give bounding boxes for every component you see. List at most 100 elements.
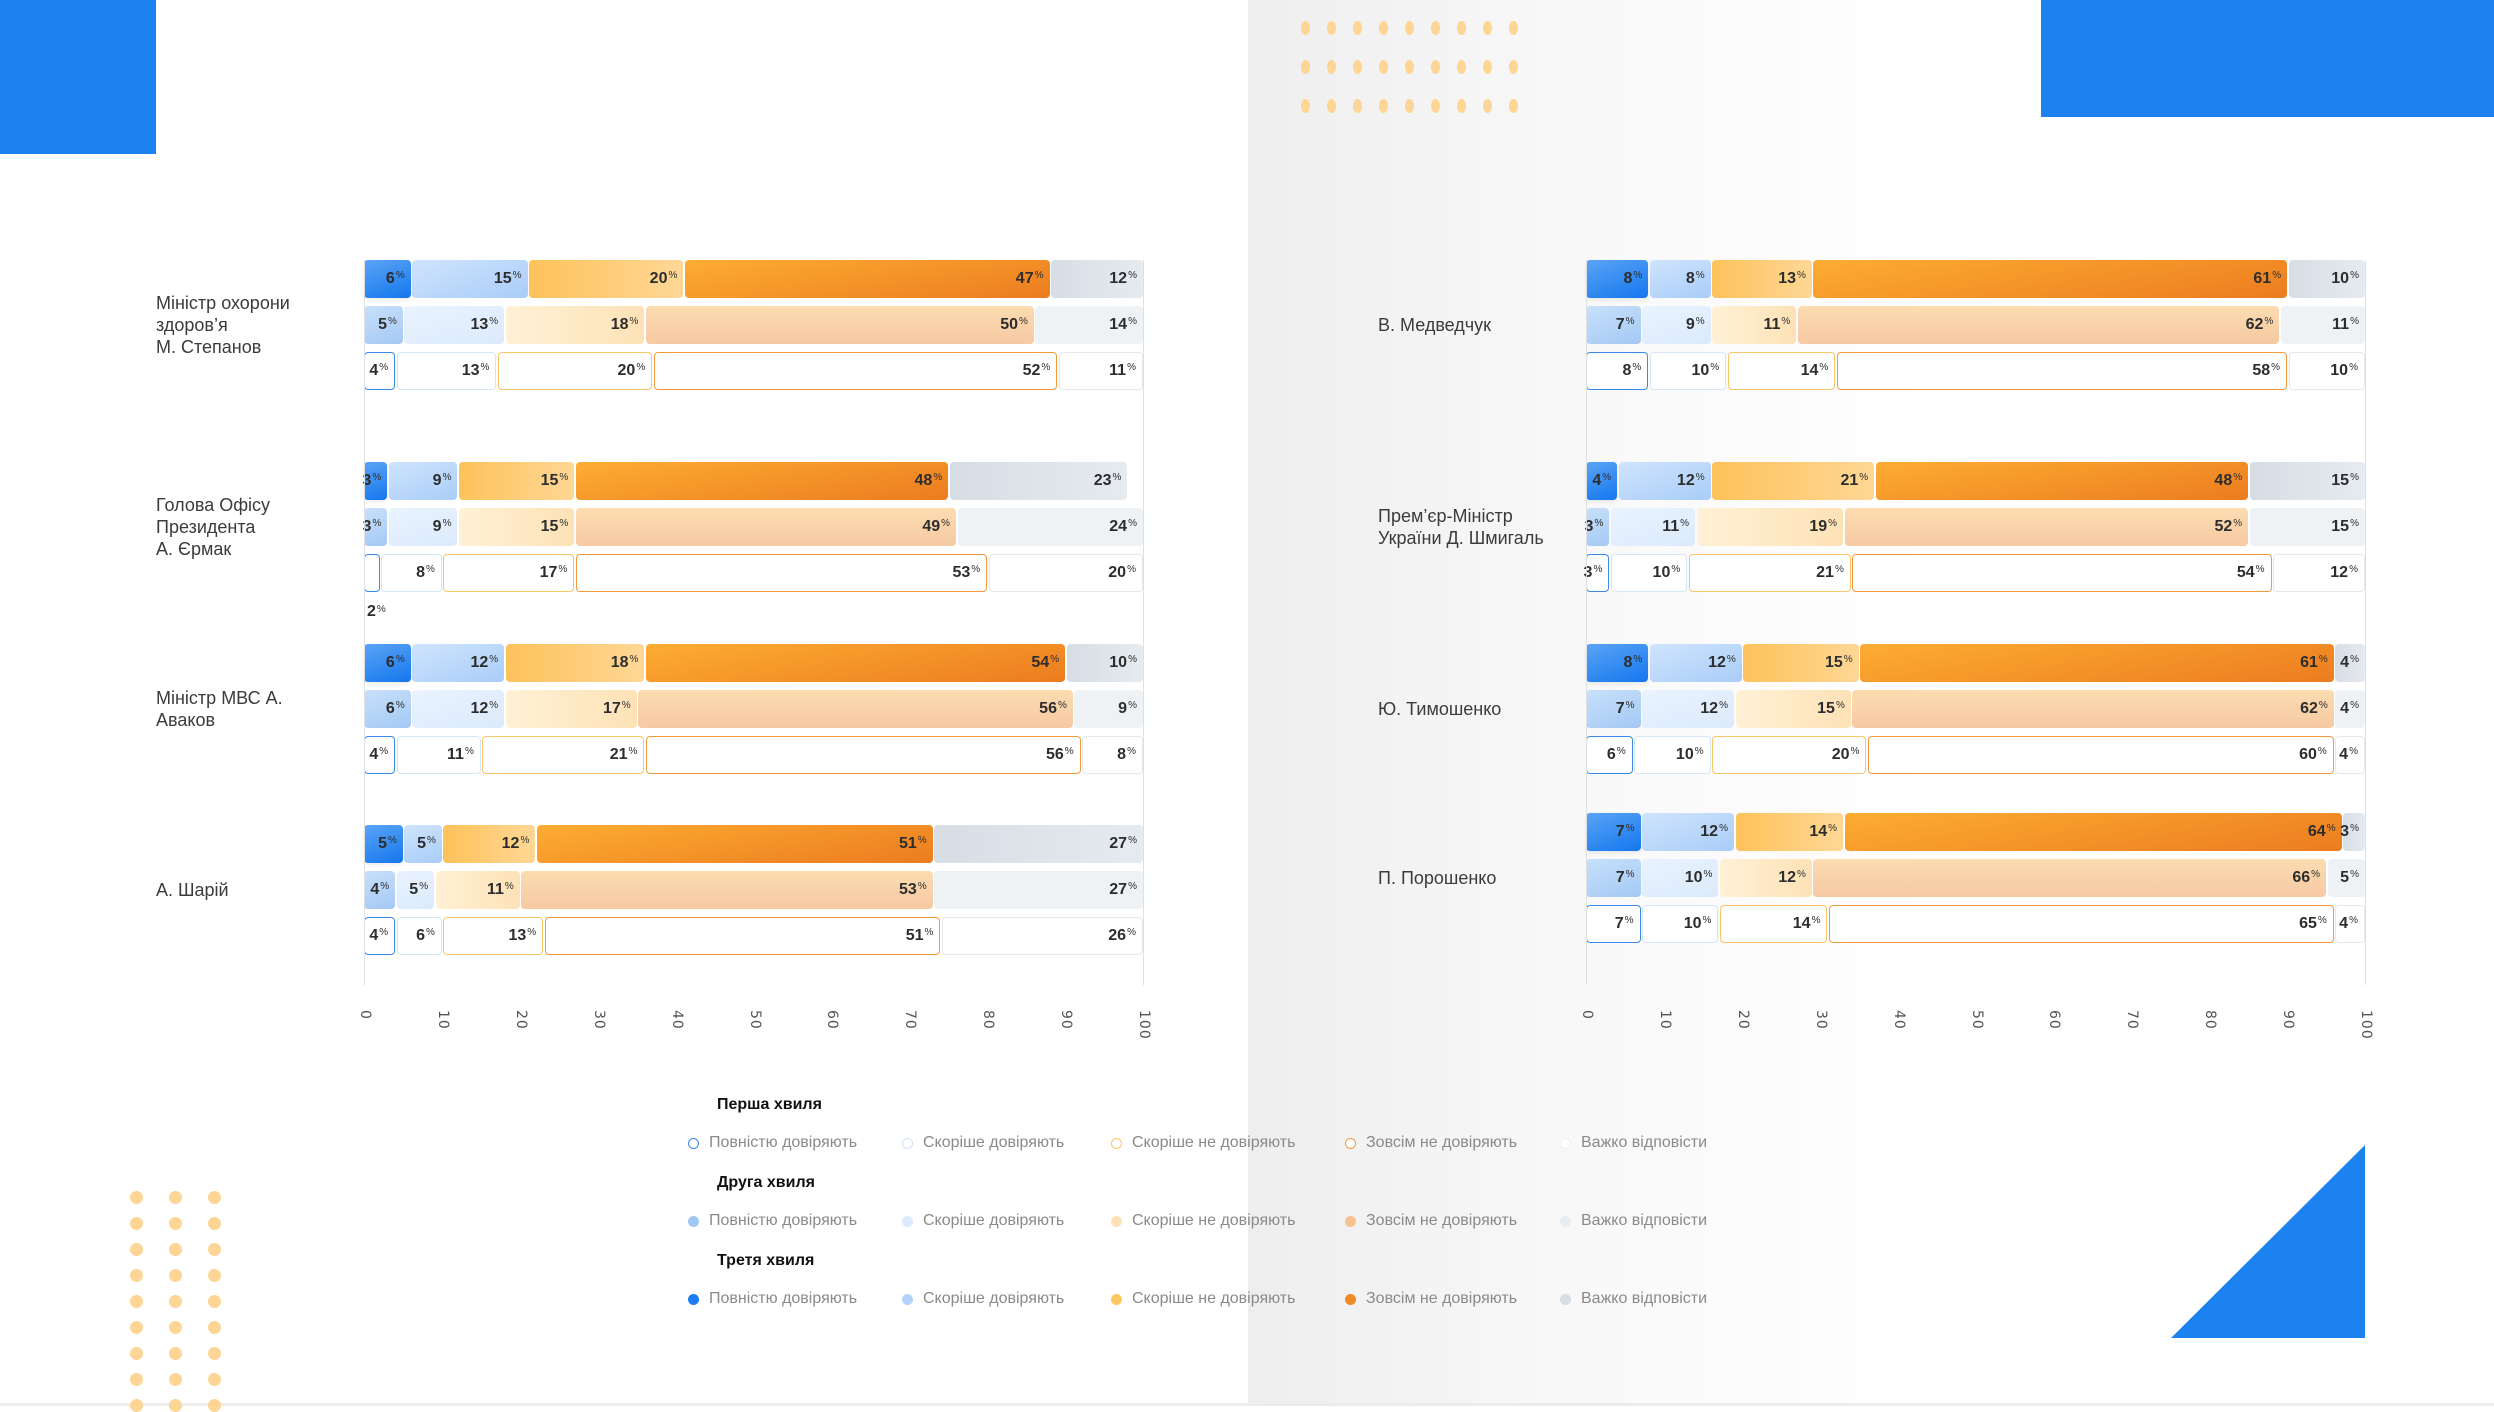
bar-value-label: 7: [1615, 316, 1625, 333]
decorative-dot: [1353, 99, 1362, 113]
bar-segment-rather-distrust: 15%: [458, 462, 575, 500]
x-tick-label: 90: [2280, 1010, 2297, 1030]
percent-sign: %: [1719, 822, 1728, 834]
bar-value-label: 10: [1684, 869, 1703, 886]
bar-value-label: 12: [2330, 564, 2349, 581]
group-label-line: Міністр охорони: [156, 293, 290, 313]
bar-value-label: 62: [2245, 316, 2264, 333]
legend-item-rather-trust[interactable]: Скоріше довіряють: [902, 1290, 1064, 1308]
bar-segment-hard-to-say: 27%: [934, 871, 1143, 909]
percent-sign: %: [2350, 315, 2359, 327]
bar-value-label: 27: [1109, 881, 1128, 898]
percent-sign: %: [1843, 653, 1853, 665]
legend-item-fully-trust[interactable]: Повністю довіряють: [688, 1290, 857, 1308]
bar-segment-rather-distrust: 17%: [443, 554, 575, 592]
x-tick-label: 80: [980, 1010, 997, 1030]
bar-value-label: 9: [432, 518, 442, 535]
x-tick-label: 70: [902, 1010, 919, 1030]
percent-sign: %: [621, 699, 631, 711]
decorative-dot: [169, 1347, 182, 1360]
x-tick-label: 60: [2046, 1010, 2063, 1030]
bar-segment-fully-distrust: 61%: [1813, 260, 2288, 298]
percent-sign: %: [2271, 361, 2281, 373]
percent-sign: %: [1726, 653, 1736, 665]
legend-item-rather-distrust[interactable]: Скоріше не довіряють: [1111, 1134, 1295, 1152]
percent-sign: %: [1859, 471, 1869, 483]
percent-sign: %: [1128, 269, 1137, 281]
legend-item-hard-to-say[interactable]: Важко відповісти: [1560, 1134, 1707, 1152]
percent-sign: %: [520, 834, 530, 846]
legend-item-hard-to-say[interactable]: Важко відповісти: [1560, 1290, 1707, 1308]
bar-segment-fully-distrust: 48%: [1875, 462, 2249, 500]
bar-segment-hard-to-say: 26%: [941, 917, 1143, 955]
bar-value-label: 8: [1685, 270, 1695, 287]
bar-segment-fully-distrust: 52%: [653, 352, 1058, 390]
legend-item-fully-distrust[interactable]: Зовсім не довіряють: [1345, 1290, 1517, 1308]
bar-value-label: 12: [470, 654, 489, 671]
bar-segment-hard-to-say: 11%: [1058, 352, 1143, 390]
bar-segment-fully-distrust: 65%: [1828, 905, 2334, 943]
percent-sign: %: [2350, 269, 2359, 281]
percent-sign: %: [1671, 563, 1681, 575]
legend-item-fully-trust[interactable]: Повністю довіряють: [688, 1134, 857, 1152]
bar-value-label: 56: [1045, 746, 1064, 763]
decorative-dot: [130, 1269, 143, 1282]
bar-row-wave-3: 8% 12% 15% 61% 4%: [1586, 644, 2365, 682]
bar-segment-fully-distrust: 52%: [1844, 508, 2249, 546]
bar-value-label: 48: [2214, 472, 2233, 489]
bar-value-label: 49: [922, 518, 941, 535]
percent-sign: %: [1796, 868, 1806, 880]
percent-sign: %: [1850, 745, 1860, 757]
percent-sign: %: [1127, 563, 1136, 575]
percent-sign: %: [1057, 699, 1067, 711]
legend-item-fully-distrust[interactable]: Зовсім не довіряють: [1345, 1212, 1517, 1230]
bar-segment-rather-distrust: 18%: [505, 644, 645, 682]
legend-item-rather-distrust[interactable]: Скоріше не довіряють: [1111, 1290, 1295, 1308]
percent-sign: %: [2318, 699, 2328, 711]
decorative-dot: [169, 1321, 182, 1334]
bar-row-wave-2: 5% 13% 18% 50% 14%: [364, 306, 1143, 344]
bar-segment-rather-trust: 8%: [381, 554, 442, 592]
bar-segment-fully-trust: 3%: [1584, 554, 1610, 592]
percent-sign: %: [636, 361, 646, 373]
bar-segment-fully-trust: 7%: [1586, 306, 1641, 344]
percent-sign: %: [1625, 822, 1635, 834]
bar-value-label: 5: [378, 316, 388, 333]
bar-value-label: 48: [914, 472, 933, 489]
decorative-dot: [130, 1373, 143, 1386]
group-label-line: В. Медведчук: [1378, 315, 1492, 335]
legend-item-fully-distrust[interactable]: Зовсім не довіряють: [1345, 1134, 1517, 1152]
legend-item-fully-trust[interactable]: Повністю довіряють: [688, 1212, 857, 1230]
bar-segment-fully-distrust: 64%: [1844, 813, 2342, 851]
bar-segment-fully-distrust: 61%: [1860, 644, 2334, 682]
percent-sign: %: [2318, 653, 2328, 665]
percent-sign: %: [1828, 822, 1838, 834]
group-label-line: Ю. Тимошенко: [1378, 699, 1502, 719]
percent-sign: %: [1594, 517, 1604, 529]
bar-value-label: 27: [1109, 835, 1128, 852]
bar-value-label: 53: [898, 881, 917, 898]
percent-sign: %: [372, 517, 382, 529]
x-tick-label: 100: [1136, 1010, 1152, 1040]
percent-sign: %: [419, 880, 429, 892]
x-tick-label: 20: [1734, 1010, 1751, 1030]
decorative-dot: [1379, 60, 1388, 74]
legend-item-hard-to-say[interactable]: Важко відповісти: [1560, 1212, 1707, 1230]
decorative-dot: [208, 1191, 221, 1204]
bar-segment-rather-trust: 10%: [1642, 859, 1719, 897]
group-label: В. Медведчук: [1378, 314, 1491, 336]
bar-segment-hard-to-say: 4%: [2335, 690, 2365, 728]
bar-value-label: 6: [385, 700, 395, 717]
percent-sign: %: [1593, 563, 1603, 575]
legend-item-rather-distrust[interactable]: Скоріше не довіряють: [1111, 1212, 1295, 1230]
bar-segment-rather-trust: 12%: [1649, 644, 1742, 682]
legend-item-label: Повністю довіряють: [709, 1212, 858, 1229]
bar-value-label: 11: [447, 746, 464, 763]
bar-value-label: 5: [378, 835, 388, 852]
bar-value-label: 6: [416, 927, 425, 944]
bar-segment-hard-to-say: 15%: [2249, 462, 2365, 500]
bar-value-label: 8: [1117, 746, 1127, 763]
bar-row-wave-2: 4% 5% 11% 53% 27%: [364, 871, 1143, 909]
legend-item-rather-trust[interactable]: Скоріше довіряють: [902, 1134, 1064, 1152]
legend-item-rather-trust[interactable]: Скоріше довіряють: [902, 1212, 1064, 1230]
